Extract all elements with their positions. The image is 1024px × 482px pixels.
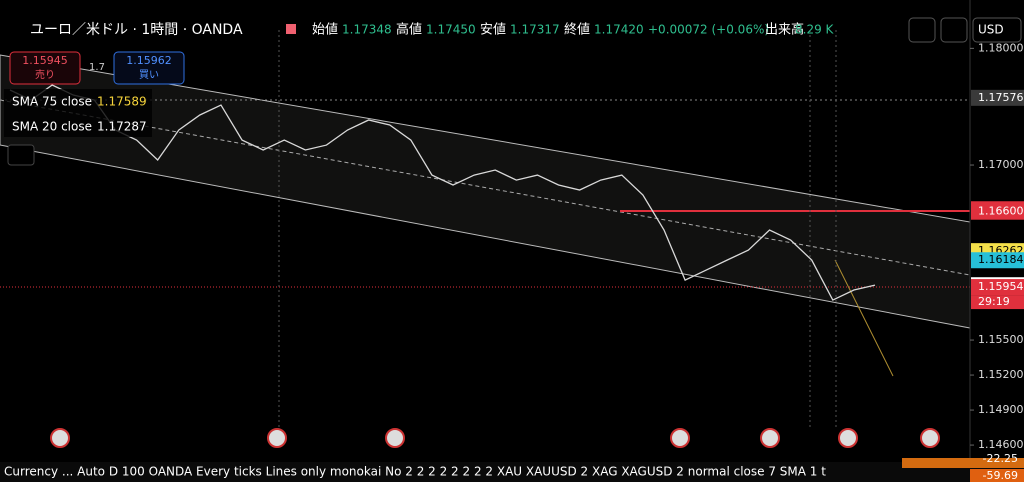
y-tick-label: 1.15500 — [978, 333, 1024, 346]
price-tag — [971, 203, 1024, 220]
indicator-value: 1.17287 — [97, 120, 147, 134]
volume: 8.29 K — [795, 23, 835, 37]
volume-label: 出来高 — [765, 22, 804, 38]
y-tick-label: 1.17000 — [978, 158, 1024, 171]
bottom-bar — [0, 462, 1024, 482]
event-flag — [760, 428, 780, 448]
sell-label: 売り — [35, 68, 55, 81]
event-flag — [838, 428, 858, 448]
price-line — [9, 84, 876, 301]
event-flag — [920, 428, 940, 448]
event-flag — [50, 428, 70, 448]
y-tick-label: 1.15200 — [978, 368, 1024, 381]
event-flag — [385, 428, 405, 448]
countdown: 29:19 — [978, 295, 1010, 308]
buy-button[interactable] — [113, 51, 185, 85]
currency-button[interactable] — [972, 17, 1022, 43]
price-tag — [971, 89, 1024, 106]
event-flag — [670, 428, 690, 448]
price-tag — [971, 252, 1024, 269]
bottom-value: -22.25 — [983, 452, 1018, 465]
low-label: 安値 — [480, 22, 506, 38]
currency: USD — [978, 23, 1004, 37]
high-label: 高値 — [396, 22, 422, 38]
channel-mid — [0, 99, 971, 276]
refresh-button[interactable] — [940, 17, 968, 43]
open-label: 始値 — [312, 22, 338, 38]
bottom-value: -59.69 — [983, 469, 1018, 482]
open: 1.17348 — [342, 23, 392, 37]
price-tag — [971, 279, 1024, 296]
icon — [286, 24, 296, 34]
indicator-name: SMA 75 close — [12, 95, 92, 109]
change: +0.00072 (+0.06%) — [648, 23, 769, 37]
collapse-button[interactable] — [7, 144, 35, 166]
y-tick-label: 1.18000 — [978, 41, 1024, 54]
arrow — [834, 259, 894, 377]
spread: 1.7 — [89, 62, 105, 73]
price-tag-label: 1.16600 — [978, 205, 1024, 218]
badge — [902, 458, 1024, 468]
indicator-name: SMA 20 close — [12, 120, 92, 134]
badge — [970, 469, 1024, 482]
sell-price: 1.15945 — [22, 54, 68, 67]
low: 1.17317 — [510, 23, 560, 37]
bottom-text: Currency ... Auto D 100 OANDA Every tick… — [4, 465, 826, 479]
close-label: 終値 — [564, 22, 590, 38]
sell-button[interactable] — [9, 51, 81, 85]
down-button[interactable] — [908, 17, 936, 43]
y-tick-label: 1.14900 — [978, 403, 1024, 416]
y-tick-label: 1.14600 — [978, 438, 1024, 451]
event-flag — [267, 428, 287, 448]
indicator-value: 1.17589 — [97, 95, 147, 109]
price-tag-label: 1.15954 — [978, 280, 1024, 293]
high: 1.17450 — [426, 23, 476, 37]
price-tag-label: 1.17576 — [978, 91, 1024, 104]
close: 1.17420 — [594, 23, 644, 37]
buy-price: 1.15962 — [126, 54, 172, 67]
buy-label: 買い — [139, 69, 159, 81]
indicator-panel — [4, 89, 152, 137]
countdown-bg — [971, 295, 1024, 310]
price-tag-label: 1.16184 — [978, 253, 1024, 266]
symbol: ユーロ／米ドル · 1時間 · OANDA — [30, 22, 243, 38]
